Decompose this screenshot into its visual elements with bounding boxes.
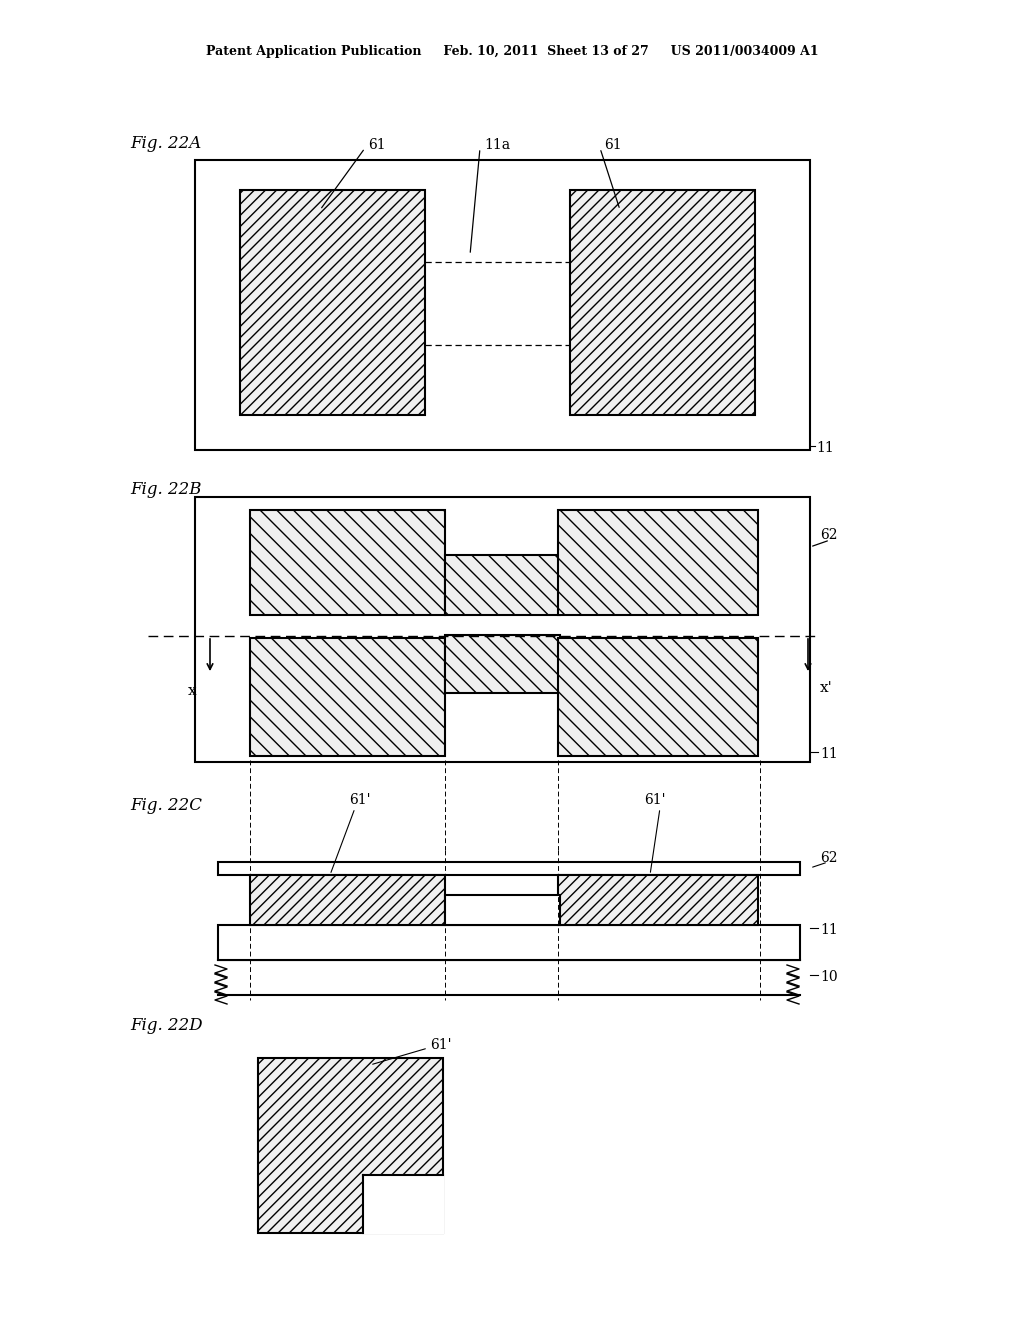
Text: 61: 61 [604,139,622,152]
Text: Fig. 22A: Fig. 22A [130,135,202,152]
Text: 11a: 11a [484,139,510,152]
Bar [445,635,560,693]
Bar [445,554,560,615]
Bar [558,875,758,925]
Bar [218,925,800,960]
Bar [240,190,425,414]
Text: 62: 62 [820,851,838,865]
Bar [250,638,445,756]
Bar [218,862,800,875]
Text: 61': 61' [349,793,371,807]
Text: Patent Application Publication     Feb. 10, 2011  Sheet 13 of 27     US 2011/003: Patent Application Publication Feb. 10, … [206,45,818,58]
Text: 62: 62 [820,528,838,543]
Text: 10: 10 [820,970,838,983]
Text: 11: 11 [820,923,838,937]
Bar [558,510,758,615]
Bar [195,498,810,762]
Text: 61': 61' [644,793,666,807]
Text: x': x' [819,681,833,696]
Text: x: x [187,684,197,698]
Text: 61': 61' [430,1038,452,1052]
Text: 11: 11 [820,747,838,762]
Text: Fig. 22D: Fig. 22D [130,1016,203,1034]
Bar [362,1175,443,1233]
Text: Fig. 22B: Fig. 22B [130,482,202,499]
Bar [258,1059,443,1233]
Bar [250,875,445,925]
Text: 61: 61 [368,139,386,152]
Bar [250,510,445,615]
Text: Fig. 22C: Fig. 22C [130,796,202,813]
Bar [445,895,560,925]
Text: 11: 11 [816,441,834,455]
Bar [570,190,755,414]
Bar [558,638,758,756]
Bar [195,160,810,450]
